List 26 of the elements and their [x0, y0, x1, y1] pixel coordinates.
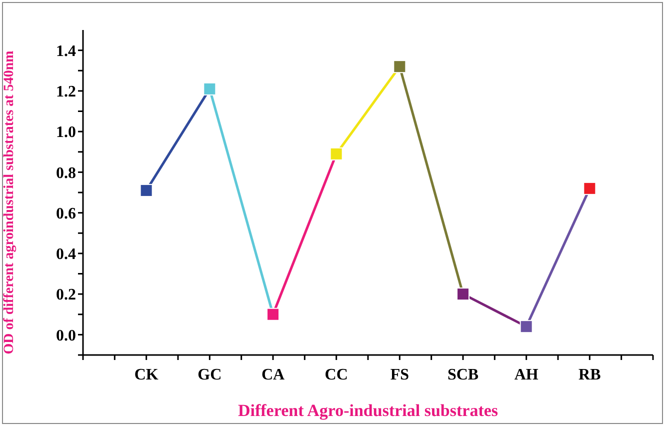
point	[330, 147, 343, 160]
y-tick-label: 0.4	[56, 246, 76, 264]
x-tick-label: CA	[261, 366, 285, 384]
x-tick-label: SCB	[447, 366, 479, 384]
x-axis-title: Different Agro-industrial substrates	[238, 401, 498, 420]
point	[140, 184, 153, 197]
y-tick-label: 1.0	[56, 124, 76, 142]
point	[583, 182, 596, 195]
x-tick-label: AH	[514, 366, 539, 384]
point	[266, 308, 280, 321]
y-tick-label: 1.4	[56, 42, 76, 60]
y-tick-label: 0.2	[56, 286, 76, 304]
point	[393, 60, 406, 74]
y-tick-label: 0.6	[56, 205, 76, 222]
x-tick-label: CK	[134, 366, 159, 384]
point	[520, 320, 533, 334]
y-tick-label: 0.8	[56, 164, 76, 182]
point	[456, 288, 470, 301]
y-tick-label: 1.2	[56, 84, 76, 101]
x-tick-label: FS	[390, 366, 410, 384]
x-tick-label: CC	[324, 366, 348, 384]
x-tick-label: RB	[578, 366, 602, 384]
point	[203, 82, 216, 96]
x-tick-label: GC	[198, 366, 222, 384]
y-axis-title: OD of different agroindustrial substrates at 540nm	[2, 50, 17, 354]
y-tick-label: 0.0	[56, 327, 76, 344]
